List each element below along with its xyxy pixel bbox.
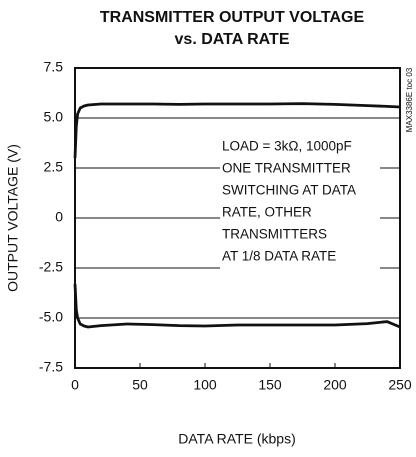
x-tick-label: 200	[323, 377, 347, 393]
annotation: AT 1/8 DATA RATE	[222, 249, 336, 264]
y-tick-label: -5.0	[39, 309, 63, 325]
data-line	[73, 283, 401, 329]
x-axis-label: DATA RATE (kbps)	[178, 431, 295, 447]
y-tick-label: 0	[55, 209, 63, 225]
y-tick-label: -2.5	[39, 259, 63, 275]
y-tick-label: -7.5	[39, 359, 63, 375]
x-tick-label: 50	[132, 377, 148, 393]
x-tick-label: 100	[193, 377, 217, 393]
y-tick-label: 2.5	[44, 159, 64, 175]
annotation: TRANSMITTERS	[222, 227, 327, 242]
x-tick-label: 250	[388, 377, 412, 393]
annotation-box	[220, 135, 380, 270]
annotation: RATE, OTHER	[222, 205, 312, 220]
annotation: SWITCHING AT DATA	[222, 183, 356, 198]
chart-title: vs. DATA RATE	[175, 31, 290, 48]
annotation: LOAD = 3kΩ, 1000pF	[222, 139, 352, 154]
annotation: ONE TRANSMITTER	[222, 161, 351, 176]
plot-frame	[74, 67, 401, 369]
y-axis-label: OUTPUT VOLTAGE (V)	[5, 144, 21, 292]
x-tick-label: 150	[258, 377, 282, 393]
y-tick-label: 5.0	[44, 109, 64, 125]
data-line	[73, 102, 401, 159]
side-note: MAX3386E toc 03	[405, 67, 414, 132]
x-tick-label: 0	[71, 377, 79, 393]
y-tick-label: 7.5	[44, 59, 64, 75]
chart-title: TRANSMITTER OUTPUT VOLTAGE	[100, 9, 365, 26]
